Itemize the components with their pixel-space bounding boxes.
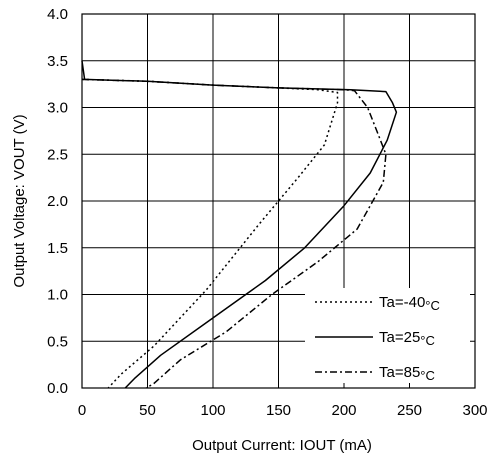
legend-label: Ta=85°C: [379, 364, 435, 383]
x-tick-label: 150: [266, 402, 291, 419]
x-tick-label: 0: [78, 402, 86, 419]
grid: [82, 14, 475, 388]
y-tick-label: 2.0: [47, 193, 68, 210]
y-tick-label: 0.5: [47, 333, 68, 350]
y-tick-label: 0.0: [47, 380, 68, 397]
legend: Ta=-40°C Ta=25°C Ta=85°C: [305, 288, 470, 383]
x-tick-label: 250: [397, 402, 422, 419]
y-tick-label: 3.5: [47, 53, 68, 70]
legend-unit: °C: [425, 298, 440, 313]
x-tick-labels: 0 50 100 150 200 250 300: [78, 402, 488, 419]
y-tick-label: 4.0: [47, 6, 68, 23]
legend-unit: °C: [420, 368, 435, 383]
series-line-2: [81, 78, 387, 389]
y-axis-title: Output Voltage: VOUT (V): [11, 114, 28, 287]
y-tick-label: 1.0: [47, 287, 68, 304]
x-tick-label: 300: [462, 402, 487, 419]
x-tick-label: 200: [331, 402, 356, 419]
legend-label: Ta=-40°C: [379, 294, 440, 313]
x-axis-title: Output Current: IOUT (mA): [192, 437, 372, 454]
series-line-0: [81, 78, 339, 389]
x-tick-label: 100: [200, 402, 225, 419]
y-tick-label: 3.0: [47, 100, 68, 117]
legend-unit: °C: [420, 333, 435, 348]
plot-frame: [81, 13, 476, 389]
series-layer: [81, 60, 398, 389]
x-tick-label: 50: [139, 402, 156, 419]
y-tick-label: 2.5: [47, 146, 68, 163]
legend-background: [305, 288, 470, 383]
y-tick-labels: 0.0 0.5 1.0 1.5 2.0 2.5 3.0 3.5 4.0: [47, 6, 68, 397]
y-tick-label: 1.5: [47, 240, 68, 257]
legend-label: Ta=25°C: [379, 329, 435, 348]
